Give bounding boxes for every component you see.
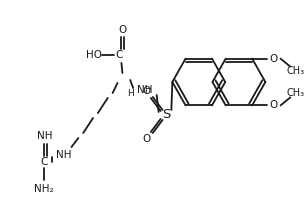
Text: O: O [270,100,278,110]
Text: O: O [270,54,278,64]
Text: CH₃: CH₃ [286,88,304,98]
Text: S: S [162,108,171,122]
Text: O: O [143,86,151,96]
Text: C: C [116,50,123,60]
Text: HO: HO [86,50,102,60]
Text: NH: NH [56,150,71,160]
Text: O: O [143,134,151,144]
Text: H: H [127,90,134,99]
Text: O: O [118,25,127,35]
Text: NH: NH [137,85,153,95]
Text: NH₂: NH₂ [34,184,54,194]
Text: NH: NH [37,131,53,141]
Text: CH₃: CH₃ [286,66,304,76]
Text: C: C [40,157,48,167]
